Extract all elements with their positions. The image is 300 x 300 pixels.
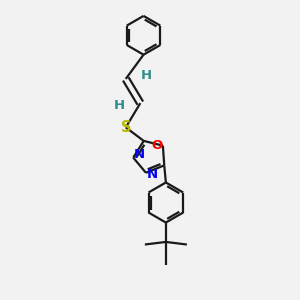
Text: N: N bbox=[134, 148, 145, 161]
Text: H: H bbox=[114, 99, 125, 112]
Text: N: N bbox=[147, 168, 158, 181]
Text: O: O bbox=[152, 139, 163, 152]
Text: S: S bbox=[121, 120, 131, 135]
Text: H: H bbox=[141, 68, 152, 82]
